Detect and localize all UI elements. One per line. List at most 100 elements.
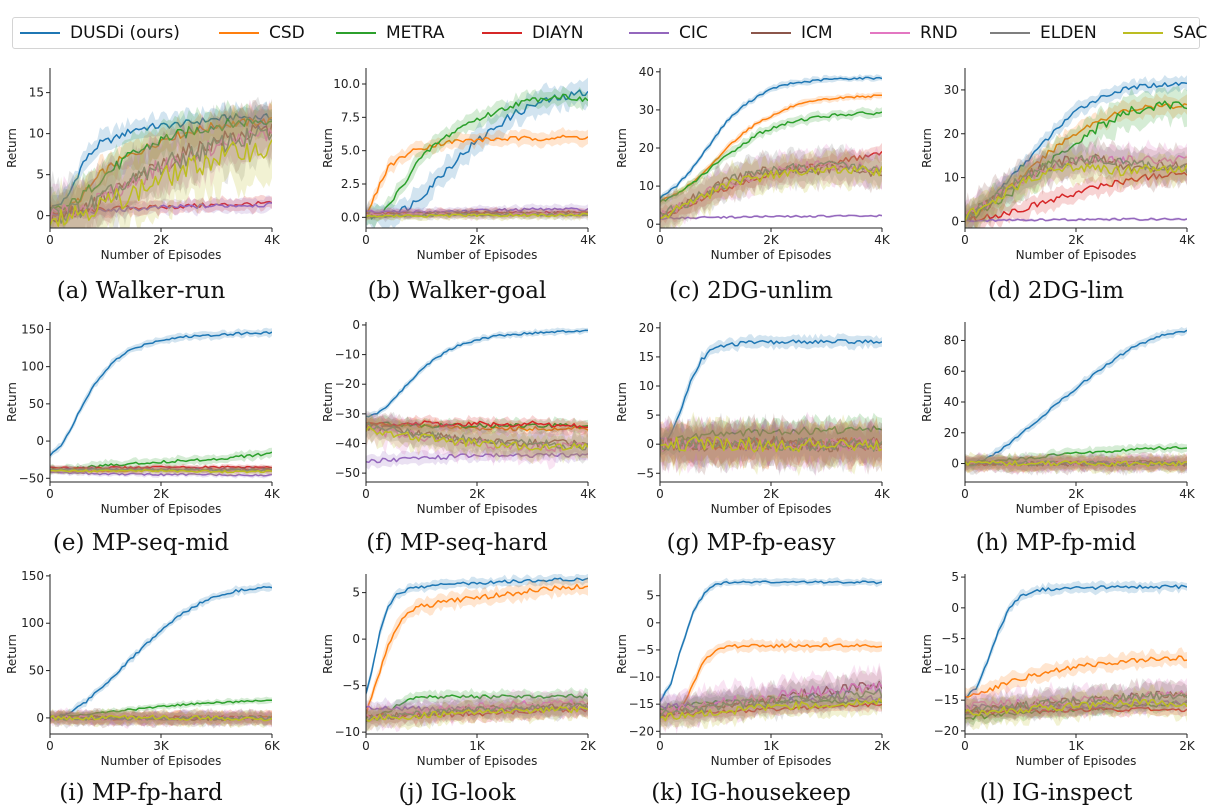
y-tick-label: 0 [352,632,360,646]
legend-entry: METRA [336,18,445,48]
legend-swatch [870,32,910,34]
y-tick-label: 150 [21,569,44,583]
series-line [50,113,272,212]
series-band [366,576,588,722]
x-tick-label: 2K [874,739,891,753]
chart-panel: 0 2K 4K 0 10 20 30 40 Number of Episodes Return (c… [615,65,891,304]
plot-area [366,77,588,228]
series-band [50,101,272,228]
y-axis-label: Return [920,382,934,422]
y-tick-label: −5 [636,466,654,480]
x-axis-label: Number of Episodes [101,248,222,262]
legend-label: DUSDi (ours) [70,23,180,43]
chart-caption: (j) IG-look [398,780,516,806]
y-tick-label: −20 [629,724,654,738]
series-band [50,99,272,228]
y-tick-label: 80 [944,333,959,347]
x-tick-label: 2K [763,487,780,501]
series-band [965,327,1187,468]
series-band [366,411,588,461]
series-line [660,111,882,203]
chart-caption: (e) MP-seq-mid [53,530,229,556]
series-line [660,697,882,722]
legend-entry: ICM [751,18,833,48]
series-line [366,329,588,418]
series-band [965,647,1187,706]
series-line [50,471,272,477]
x-axis-label: Number of Episodes [417,502,538,516]
y-tick-label: 0 [951,214,959,228]
y-tick-label: −30 [335,407,360,421]
legend-entry: ELDEN [990,18,1097,48]
x-tick-label: 4K [1179,233,1196,247]
series-band [660,148,882,228]
series-band [366,77,588,228]
series-line [660,435,882,453]
y-tick-label: 10 [29,127,44,141]
x-tick-label: 2K [469,487,486,501]
y-tick-label: −5 [342,679,360,693]
series-line [50,118,272,211]
y-tick-label: −10 [934,662,959,676]
plot-area [660,74,882,228]
series-line [660,94,882,203]
series-band [50,327,272,460]
chart-caption: (l) IG-inspect [980,780,1133,806]
x-tick-label: 6K [264,739,281,753]
x-tick-label: 2K [763,233,780,247]
y-tick-label: 10.0 [333,77,360,91]
series-band [50,195,272,223]
y-tick-label: 0 [646,217,654,231]
y-tick-label: 100 [21,360,44,374]
series-line [50,465,272,470]
series-line [965,691,1187,716]
y-tick-label: −15 [629,697,654,711]
legend-entry: SAC [1123,18,1207,48]
y-axis-label: Return [615,634,629,674]
series-band [965,75,1187,223]
x-axis-label: Number of Episodes [101,754,222,768]
x-tick-label: 2K [1068,233,1085,247]
y-tick-label: 10 [639,379,654,393]
legend-label: SAC [1173,23,1208,43]
y-tick-label: −20 [934,724,959,738]
series-line [366,421,588,451]
chart-panel: 0 2K 4K 0.0 2.5 5.0 7.5 10.0 Number of Episodes R… [321,68,597,304]
y-axis-label: Return [615,128,629,168]
legend-label: METRA [386,23,445,43]
series-band [366,209,588,222]
y-tick-label: 100 [21,616,44,630]
series-band [965,453,1187,474]
x-tick-label: 2K [1068,487,1085,501]
legend-label: RND [920,23,958,43]
y-axis-label: Return [321,128,335,168]
series-band [366,446,588,470]
y-tick-label: 10 [944,171,959,185]
series-line [965,701,1187,721]
series-line [965,170,1187,222]
y-tick-label: 5.0 [341,144,360,158]
series-line [660,339,882,444]
x-tick-label: 0 [46,739,54,753]
series-line [366,420,588,429]
plot-area [965,75,1187,228]
series-band [660,412,882,476]
series-line [660,214,882,220]
legend-entry: RND [870,18,958,48]
legend-swatch [629,32,669,34]
y-tick-label: 0 [646,437,654,451]
series-line [366,577,588,694]
series-band [366,327,588,421]
series-line [660,165,882,220]
x-tick-label: 1K [469,739,486,753]
plot-area [660,577,882,734]
x-tick-label: 4K [264,487,281,501]
y-tick-label: −10 [335,348,360,362]
x-tick-label: 4K [580,233,597,247]
series-line [965,162,1187,222]
series-band [660,333,882,449]
series-line [50,469,272,474]
x-tick-label: 0 [656,487,664,501]
